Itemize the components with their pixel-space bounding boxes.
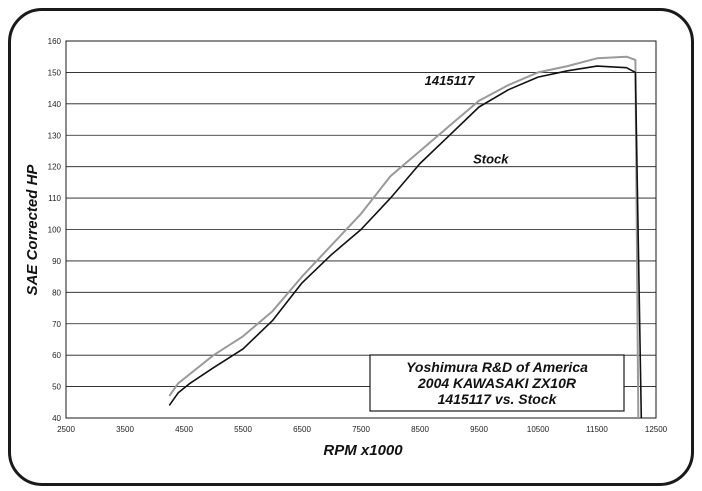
x-tick-label-5500: 5500 (234, 425, 252, 434)
y-tick-label-120: 120 (48, 163, 62, 172)
x-tick-label-11500: 11500 (586, 425, 608, 434)
x-tick-label-4500: 4500 (175, 425, 193, 434)
y-tick-label-100: 100 (48, 226, 62, 235)
note-line-2: 2004 KAWASAKI ZX10R (417, 375, 577, 391)
y-tick-label-60: 60 (52, 351, 61, 360)
y-tick-label-40: 40 (52, 414, 61, 423)
series-label-1415117: 1415117 (425, 73, 475, 88)
series-lines (168, 55, 643, 419)
x-tick-label-7500: 7500 (352, 425, 370, 434)
note-line-3: 1415117 vs. Stock (438, 391, 558, 407)
x-tick-labels: 2500 3500 4500 5500 6500 7500 8500 9500 10500 115… (57, 425, 668, 434)
y-tick-label-150: 150 (48, 68, 62, 77)
y-tick-labels: 40 50 60 70 80 90 100 110 120 130 140 150 160 (48, 37, 62, 423)
x-tick-label-8500: 8500 (411, 425, 429, 434)
series-annotations: 1415117 Stock (425, 73, 510, 167)
note-line-1: Yoshimura R&D of America (406, 359, 588, 375)
y-tick-label-70: 70 (52, 320, 61, 329)
y-tick-label-80: 80 (52, 288, 61, 297)
x-tick-label-12500: 12500 (645, 425, 668, 434)
x-tick-label-10500: 10500 (527, 425, 550, 434)
x-tick-label-6500: 6500 (293, 425, 311, 434)
plot-area (65, 40, 657, 419)
series-line-1415117 (168, 55, 640, 419)
note-box: Yoshimura R&D of America 2004 KAWASAKI Z… (369, 354, 625, 412)
series-label-stock: Stock (473, 152, 509, 167)
x-tick-label-3500: 3500 (116, 425, 134, 434)
y-tick-label-110: 110 (48, 194, 61, 203)
y-tick-label-130: 130 (48, 131, 62, 140)
y-tick-label-160: 160 (48, 37, 62, 46)
x-tick-label-2500: 2500 (57, 425, 75, 434)
y-tick-label-140: 140 (48, 100, 62, 109)
y-axis-title: SAE Corrected HP (24, 164, 41, 296)
y-tick-label-90: 90 (52, 257, 61, 266)
series-line-stock (168, 65, 643, 419)
x-tick-label-9500: 9500 (470, 425, 488, 434)
y-tick-label-50: 50 (52, 383, 61, 392)
x-axis-title: RPM x1000 (323, 442, 403, 459)
